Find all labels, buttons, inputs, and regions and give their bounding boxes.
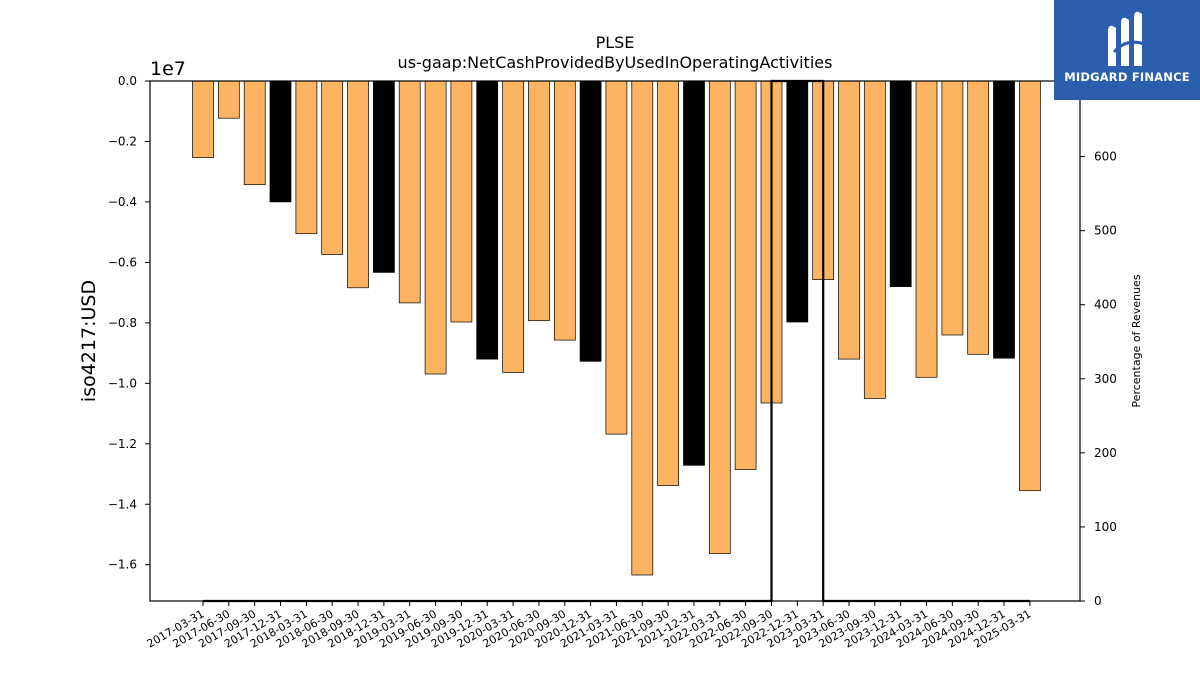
bar-2019-09-30 bbox=[450, 80, 473, 323]
y-tick-label: −1.2 bbox=[108, 437, 137, 451]
bar-2022-12-31 bbox=[786, 80, 809, 323]
bar-2022-06-30 bbox=[734, 80, 757, 470]
y-tick-label: −1.0 bbox=[108, 376, 137, 390]
bar-2017-06-30 bbox=[217, 80, 240, 119]
bar-2021-06-30 bbox=[631, 80, 654, 576]
bar-2023-09-30 bbox=[863, 80, 886, 399]
y-ticks-group: 0.0 −0.2 −0.4 −0.6 −0.8 −1.0 −1.2 −1.4 −1.6 bbox=[108, 74, 150, 572]
y-tick-label: −0.6 bbox=[108, 255, 137, 269]
bar-2024-03-31 bbox=[915, 80, 938, 378]
y2-tick-label: 0 bbox=[1094, 594, 1102, 608]
y-axis-label: iso4217:USD bbox=[78, 280, 100, 402]
bar-2018-03-31 bbox=[295, 80, 318, 235]
bar-2024-06-30 bbox=[941, 80, 964, 336]
x-ticks-group: 2017-03-312017-06-302017-09-302017-12-31… bbox=[145, 601, 1033, 651]
y2-tick-label: 400 bbox=[1094, 298, 1117, 312]
bar-2019-03-31 bbox=[398, 80, 421, 304]
bar-2019-12-31 bbox=[476, 80, 499, 360]
bar-2018-12-31 bbox=[373, 80, 395, 273]
bar-2021-12-31 bbox=[683, 80, 705, 466]
bar-2025-03-31 bbox=[1019, 80, 1041, 492]
bar-2021-03-31 bbox=[605, 80, 628, 435]
y-tick-label: −1.4 bbox=[108, 497, 137, 511]
chart-title: PLSE bbox=[596, 33, 635, 52]
y2-tick-label: 100 bbox=[1094, 520, 1117, 534]
bar-2023-06-30 bbox=[838, 80, 860, 360]
y-tick-label: 0.0 bbox=[118, 74, 137, 88]
y-tick-label: −1.6 bbox=[108, 558, 137, 572]
y2-tick-label: 200 bbox=[1094, 446, 1117, 460]
bar-2020-12-31 bbox=[579, 80, 602, 362]
y-tick-label: −0.8 bbox=[108, 316, 137, 330]
y2-ticks-group: 0 100 200 300 400 500 600 bbox=[1080, 150, 1117, 608]
bar-2021-09-30 bbox=[657, 80, 679, 486]
y2-axis-label: Percentage of Revenues bbox=[1130, 274, 1143, 407]
y-tick-label: −0.2 bbox=[108, 134, 137, 148]
bar-2020-06-30 bbox=[528, 80, 550, 322]
y2-tick-label: 600 bbox=[1094, 150, 1117, 164]
y-tick-label: −0.4 bbox=[108, 195, 137, 209]
bar-2022-03-31 bbox=[708, 80, 731, 554]
bar-2018-09-30 bbox=[347, 80, 369, 289]
midgard-mark-icon bbox=[1108, 11, 1145, 66]
bar-2017-12-31 bbox=[269, 80, 292, 203]
logo-text: MIDGARD FINANCE bbox=[1064, 70, 1190, 84]
y-offset-label: 1e7 bbox=[150, 58, 186, 80]
bar-2024-09-30 bbox=[967, 80, 990, 355]
bar-2018-06-30 bbox=[321, 80, 344, 255]
chart-subtitle: us-gaap:NetCashProvidedByUsedInOperating… bbox=[398, 53, 833, 72]
bar-2020-09-30 bbox=[553, 80, 576, 341]
logo: MIDGARD FINANCE bbox=[1054, 0, 1200, 100]
plot-frame bbox=[149, 80, 1081, 602]
bar-2024-12-31 bbox=[993, 80, 1015, 359]
bars-group bbox=[192, 80, 1041, 576]
y2-tick-label: 300 bbox=[1094, 372, 1117, 386]
bar-2017-03-31 bbox=[192, 80, 214, 158]
bar-2017-09-30 bbox=[243, 80, 266, 186]
bar-2023-12-31 bbox=[889, 80, 912, 287]
bar-2020-03-31 bbox=[502, 80, 524, 373]
y2-tick-label: 500 bbox=[1094, 224, 1117, 238]
bar-2019-06-30 bbox=[424, 80, 447, 375]
